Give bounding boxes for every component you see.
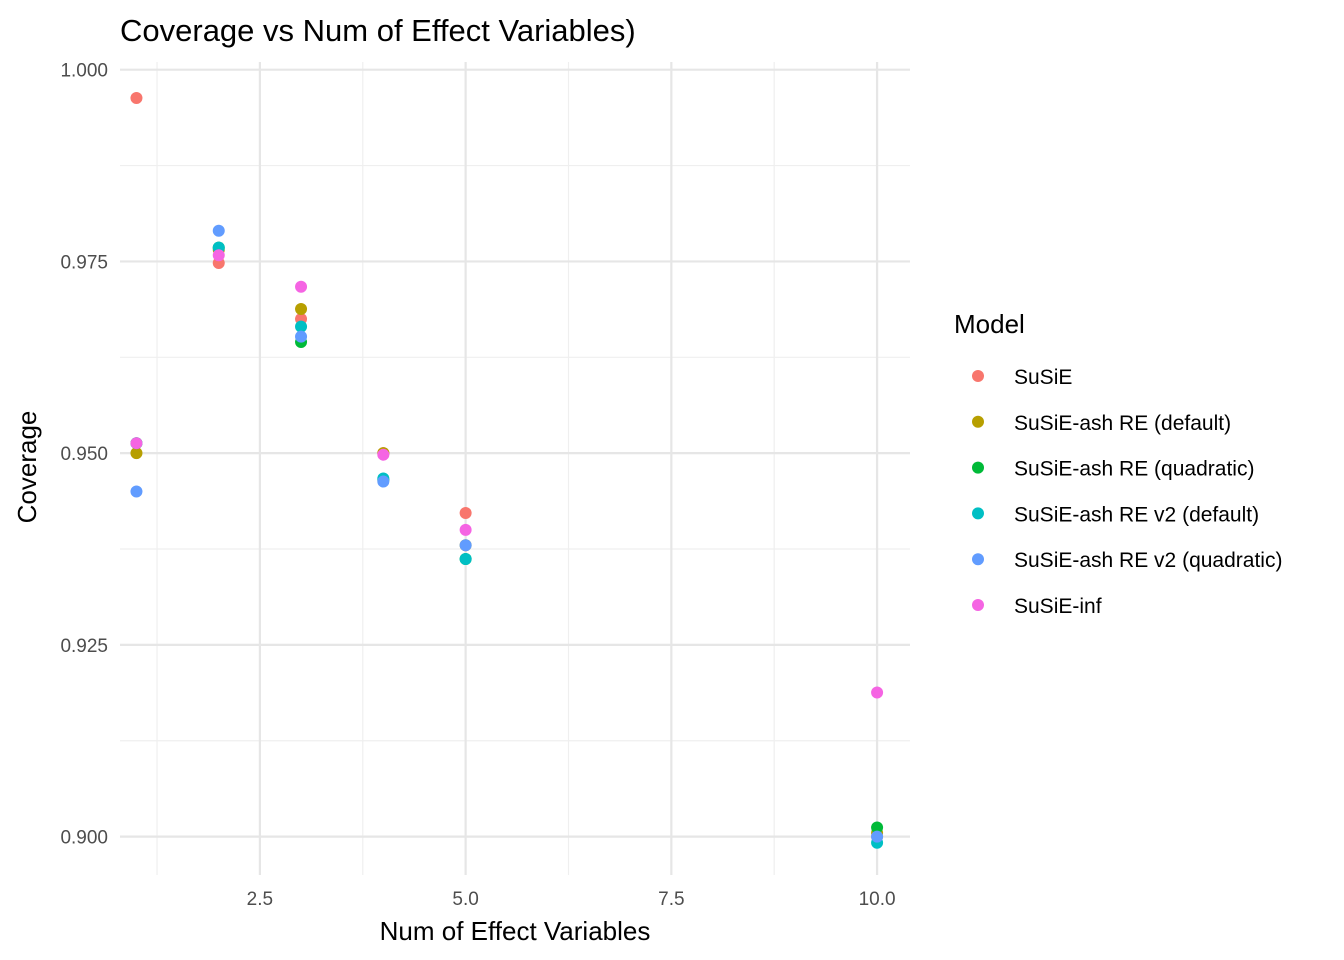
data-point	[871, 686, 884, 699]
legend-label: SuSiE-ash RE v2 (quadratic)	[1014, 549, 1282, 572]
y-axis-title: Coverage	[12, 411, 42, 524]
data-point	[459, 506, 472, 519]
x-axis-tick-labels: 2.5 5.0 7.5 10.0	[247, 889, 896, 910]
y-tick-label: 0.975	[60, 252, 108, 273]
x-tick-label: 5.0	[452, 889, 478, 910]
legend-item: SuSiE	[972, 366, 1072, 389]
legend-item: SuSiE-ash RE v2 (quadratic)	[972, 549, 1282, 572]
data-point	[212, 249, 225, 262]
data-point	[459, 523, 472, 536]
data-point	[295, 320, 308, 333]
series-4	[130, 224, 884, 843]
chart-title: Coverage vs Num of Effect Variables)	[120, 13, 636, 48]
y-tick-label: 0.950	[60, 444, 108, 465]
series-3	[130, 241, 884, 849]
legend-title: Model	[954, 309, 1025, 339]
x-tick-label: 10.0	[859, 889, 896, 910]
legend: Model SuSiE SuSiE-ash RE (default) SuSiE-a…	[954, 309, 1282, 618]
legend-key	[972, 370, 984, 382]
data-point	[459, 553, 472, 566]
legend-label: SuSiE-inf	[1014, 595, 1102, 618]
y-tick-label: 0.900	[60, 828, 108, 849]
data-point	[871, 821, 884, 834]
data-point	[377, 475, 390, 488]
data-point	[212, 224, 225, 237]
data-point	[130, 437, 143, 450]
data-point	[130, 92, 143, 105]
legend-label: SuSiE-ash RE (quadratic)	[1014, 458, 1254, 481]
legend-key	[972, 415, 984, 428]
x-tick-label: 7.5	[658, 889, 684, 910]
data-point	[130, 485, 143, 498]
data-point	[130, 447, 143, 460]
data-point	[295, 302, 308, 315]
legend-item: SuSiE-ash RE v2 (default)	[972, 503, 1259, 526]
data-point	[459, 539, 472, 552]
legend-label: SuSiE	[1014, 366, 1072, 389]
series-0	[130, 92, 884, 843]
y-tick-label: 0.925	[60, 636, 108, 657]
x-tick-label: 2.5	[247, 889, 273, 910]
legend-item: SuSiE-inf	[972, 595, 1102, 618]
y-axis-tick-labels: 0.900 0.925 0.950 0.975 1.000	[60, 61, 108, 849]
series-5	[130, 249, 884, 699]
grid	[120, 62, 910, 875]
legend-label: SuSiE-ash RE (default)	[1014, 412, 1231, 435]
legend-item: SuSiE-ash RE (default)	[972, 412, 1231, 435]
data-points	[130, 92, 884, 849]
legend-key	[972, 461, 984, 474]
legend-key	[972, 599, 984, 611]
legend-item: SuSiE-ash RE (quadratic)	[972, 458, 1254, 481]
legend-key	[972, 507, 984, 520]
data-point	[295, 280, 308, 293]
series-2	[130, 241, 884, 834]
data-point	[377, 448, 390, 461]
data-point	[871, 830, 884, 843]
legend-items: SuSiE SuSiE-ash RE (default) SuSiE-ash RE …	[972, 366, 1282, 618]
y-tick-label: 1.000	[60, 61, 108, 82]
x-axis-title: Num of Effect Variables	[380, 916, 651, 946]
legend-label: SuSiE-ash RE v2 (default)	[1014, 503, 1259, 526]
data-point	[295, 330, 308, 343]
legend-key	[972, 553, 984, 566]
series-1	[130, 243, 884, 839]
